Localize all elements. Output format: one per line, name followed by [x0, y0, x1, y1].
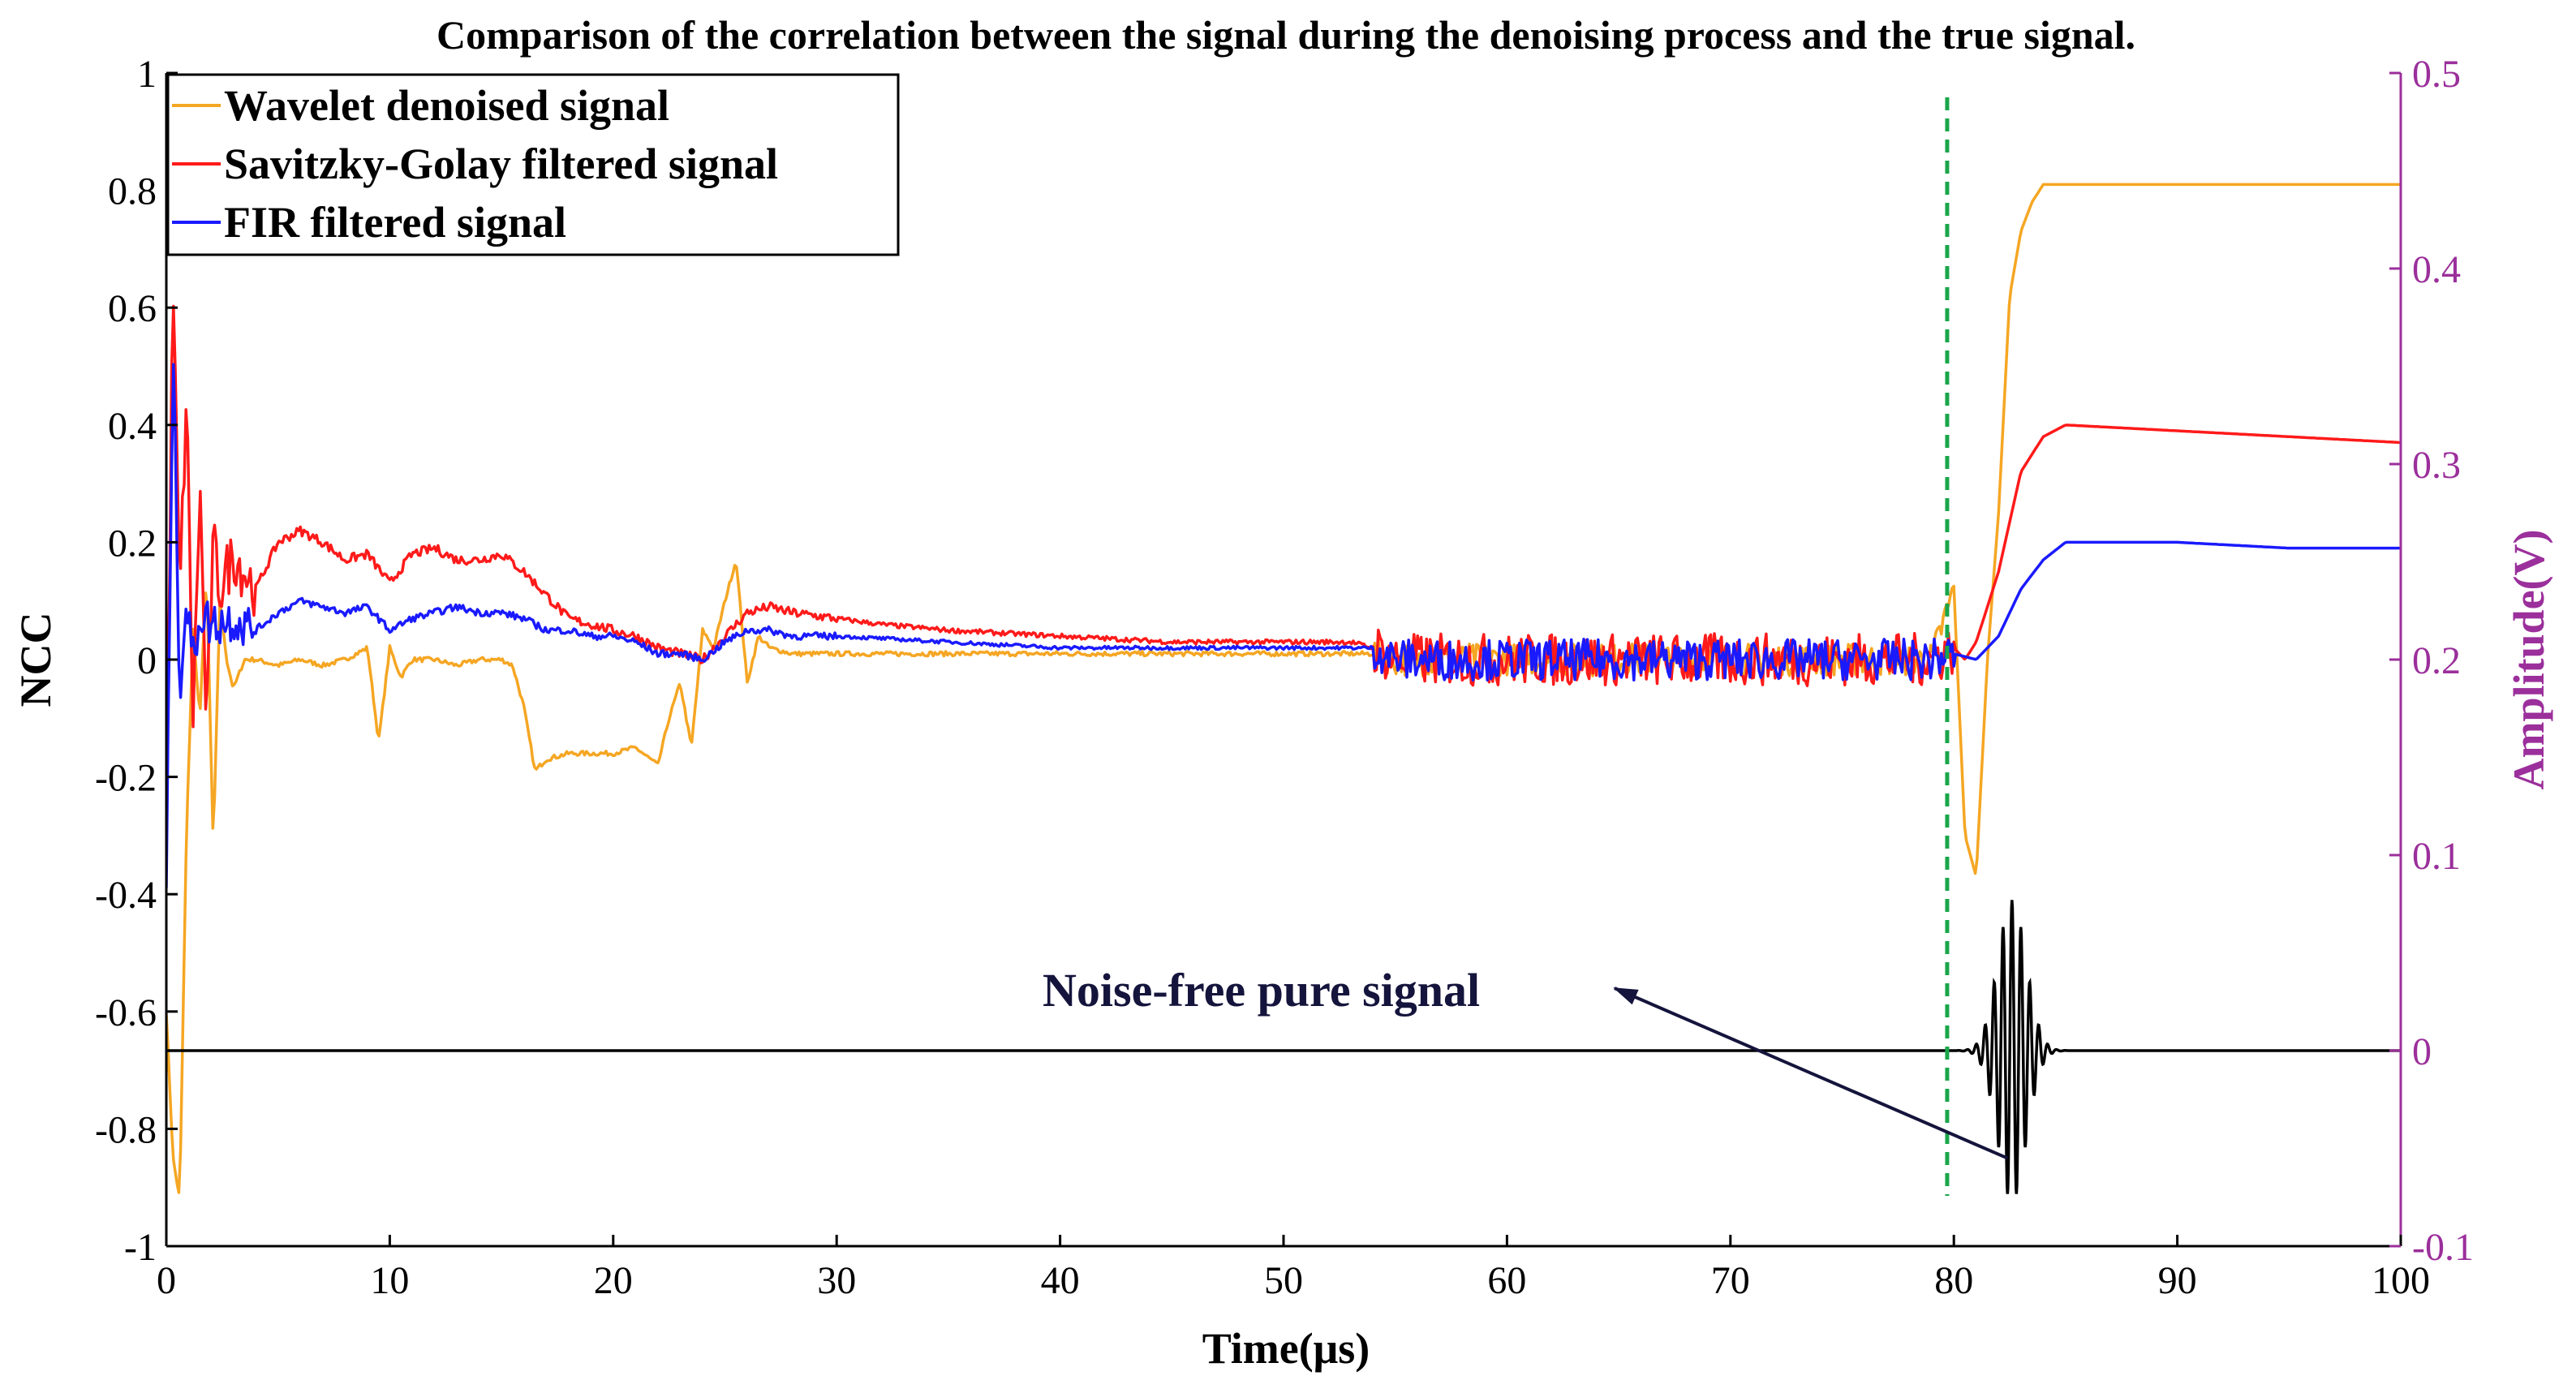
y-tick-label: 0: [137, 639, 157, 682]
series-fir: [166, 363, 2401, 888]
y-right-tick-label: 0: [2412, 1030, 2432, 1073]
series-wavelet: [166, 183, 2401, 1194]
y-tick-label: 0.6: [108, 287, 157, 330]
x-tick-label: 70: [1711, 1259, 1750, 1302]
x-tick-label: 0: [157, 1259, 176, 1302]
y-right-tick-label: 0.3: [2412, 444, 2461, 487]
y-tick-label: -0.8: [95, 1108, 157, 1151]
y-tick-label: 0.4: [108, 405, 157, 448]
y-right-tick-label: -0.1: [2412, 1226, 2474, 1269]
x-tick-label: 50: [1264, 1259, 1303, 1302]
x-tick-label: 90: [2158, 1259, 2197, 1302]
legend-label-fir: FIR filtered signal: [224, 198, 566, 247]
annotation-noise-free-label: Noise-free pure signal: [1043, 964, 1480, 1017]
legend-label-savitzky-golay: Savitzky-Golay filtered signal: [224, 140, 778, 188]
y-tick-label: -0.2: [95, 757, 157, 800]
x-axis-label: Time(μs): [1202, 1324, 1370, 1373]
x-tick-label: 60: [1487, 1259, 1526, 1302]
y-right-tick-label: 0.1: [2412, 835, 2461, 878]
legend-label-wavelet: Wavelet denoised signal: [224, 81, 669, 130]
y-axis-right-label: Amplitude(V): [2505, 530, 2553, 790]
y-axis-label: NCC: [11, 613, 60, 707]
x-tick-label: 30: [817, 1259, 856, 1302]
y-tick-label: -1: [124, 1226, 157, 1269]
x-tick-label: 10: [370, 1259, 409, 1302]
x-tick-label: 100: [2372, 1259, 2430, 1302]
y-tick-label: -0.4: [95, 874, 157, 917]
x-tick-label: 80: [1934, 1259, 1973, 1302]
annotation-arrow: [1613, 987, 2009, 1160]
series-savitzky-golay: [166, 304, 2401, 834]
series-noise-free-pure-signal: [166, 900, 2401, 1194]
x-tick-label: 20: [594, 1259, 633, 1302]
y-tick-label: 0.2: [108, 522, 157, 565]
plot-area: [166, 97, 2401, 1196]
y-tick-label: 0.8: [108, 170, 157, 213]
y-right-tick-label: 0.4: [2412, 248, 2461, 291]
axes: 0 10 20 30 40 50 60 70 80 90 100-1-0.8-0.6-0.4-0.2…: [95, 53, 2474, 1302]
chart-title: Comparison of the correlation between th…: [437, 12, 2135, 58]
y-tick-label: 1: [137, 53, 157, 96]
y-right-tick-label: 0.2: [2412, 639, 2461, 682]
legend-box: [166, 73, 900, 256]
x-tick-label: 40: [1041, 1259, 1080, 1302]
y-right-tick-label: 0.5: [2412, 53, 2461, 96]
y-tick-label: -0.6: [95, 991, 157, 1034]
legend: Wavelet denoised signal Savitzky-Golay f…: [166, 73, 900, 256]
